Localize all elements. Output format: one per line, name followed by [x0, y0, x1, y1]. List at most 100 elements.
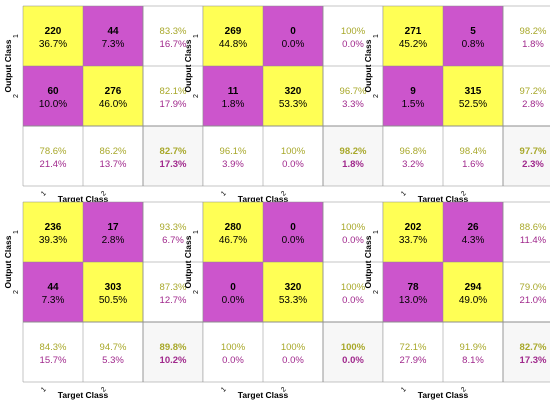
cell-count: 202: [405, 222, 422, 233]
error-cell: [83, 6, 143, 66]
y-tick-label: 2: [13, 94, 20, 98]
y-tick-label: 2: [373, 94, 380, 98]
overall-error: 1.8%: [342, 159, 364, 170]
cell-percent: 46.0%: [99, 99, 127, 110]
cell-count: 78: [407, 282, 419, 293]
cell-percent: 53.3%: [279, 99, 307, 110]
row-summary-cell: [503, 202, 550, 262]
cell-count: 9: [410, 86, 416, 97]
y-axis-title: Output Class: [3, 39, 13, 92]
overall-accuracy-cell: [143, 126, 203, 186]
confusion-matrix-panel: 236 39.3% 17 2.8% 44 7.3% 303 50.5% 93.3% 6.7% 87.…: [3, 201, 204, 400]
row-summary-correct: 93.3%: [160, 222, 187, 233]
cell-percent: 0.0%: [282, 39, 305, 50]
row-summary-error: 11.4%: [520, 235, 547, 246]
cell-count: 320: [285, 282, 302, 293]
row-summary-correct: 96.7%: [340, 86, 367, 97]
cell-count: 220: [45, 26, 62, 37]
x-tick-label: 1: [400, 386, 408, 394]
row-summary-error: 0.0%: [342, 235, 364, 246]
cell-percent: 13.0%: [399, 295, 427, 306]
cell-percent: 0.0%: [282, 235, 305, 246]
col-summary-correct: 91.9%: [460, 342, 487, 353]
cell-percent: 2.8%: [102, 235, 125, 246]
x-tick-label: 1: [220, 190, 228, 198]
overall-accuracy-cell: [143, 322, 203, 382]
col-summary-correct: 72.1%: [400, 342, 427, 353]
row-summary-correct: 83.3%: [160, 26, 187, 37]
row-summary-cell: [503, 6, 550, 66]
y-tick-label: 1: [373, 34, 380, 38]
row-summary-correct: 87.3%: [160, 282, 187, 293]
error-cell: [23, 66, 83, 126]
row-summary-correct: 97.2%: [520, 86, 547, 97]
y-axis-title: Output Class: [3, 235, 13, 288]
cell-percent: 44.8%: [219, 39, 247, 50]
y-axis-title: Output Class: [183, 39, 193, 92]
cell-count: 17: [107, 222, 119, 233]
col-summary-cell: [23, 322, 83, 382]
confusion-matrix-panel: 202 33.7% 26 4.3% 78 13.0% 294 49.0% 88.6% 11.4% 7…: [363, 201, 550, 400]
x-axis-title: Target Class: [418, 390, 469, 400]
col-summary-error: 1.6%: [462, 159, 484, 170]
col-summary-correct: 100%: [281, 146, 306, 157]
col-summary-correct: 86.2%: [100, 146, 127, 157]
confusion-matrix-panel: 271 45.2% 5 0.8% 9 1.5% 315 52.5% 98.2% 1.8% 97.2%…: [363, 5, 550, 221]
row-summary-error: 2.8%: [522, 99, 544, 110]
overall-accuracy-cell: [323, 126, 383, 186]
overall-accuracy: 97.7%: [520, 146, 547, 157]
x-tick-label: 1: [40, 386, 48, 394]
row-summary-error: 12.7%: [160, 295, 187, 306]
overall-error: 0.0%: [342, 355, 364, 366]
row-summary-cell: [143, 6, 203, 66]
cell-percent: 52.5%: [459, 99, 487, 110]
overall-accuracy: 89.8%: [160, 342, 187, 353]
col-summary-error: 0.0%: [222, 355, 244, 366]
cell-percent: 0.8%: [462, 39, 485, 50]
correct-cell: [443, 262, 503, 322]
cell-percent: 50.5%: [99, 295, 127, 306]
col-summary-cell: [263, 322, 323, 382]
row-summary-cell: [503, 66, 550, 126]
correct-cell: [383, 202, 443, 262]
cell-count: 5: [470, 26, 476, 37]
cell-count: 0: [290, 26, 296, 37]
row-summary-error: 0.0%: [342, 39, 364, 50]
row-summary-correct: 100%: [341, 26, 366, 37]
col-summary-error: 0.0%: [282, 355, 304, 366]
overall-accuracy-cell: [503, 322, 550, 382]
correct-cell: [203, 6, 263, 66]
correct-cell: [383, 6, 443, 66]
row-summary-error: 0.0%: [342, 295, 364, 306]
col-summary-correct: 98.4%: [460, 146, 487, 157]
cell-percent: 0.0%: [222, 295, 245, 306]
cell-count: 303: [105, 282, 122, 293]
row-summary-cell: [503, 262, 550, 322]
overall-accuracy: 82.7%: [160, 146, 187, 157]
cell-percent: 7.3%: [42, 295, 65, 306]
overall-accuracy: 100%: [341, 342, 366, 353]
col-summary-cell: [203, 322, 263, 382]
correct-cell: [443, 66, 503, 126]
x-tick-label: 2: [100, 190, 108, 198]
error-cell: [23, 262, 83, 322]
col-summary-correct: 96.8%: [400, 146, 427, 157]
col-summary-correct: 94.7%: [100, 342, 127, 353]
col-summary-error: 0.0%: [282, 159, 304, 170]
y-tick-label: 1: [193, 34, 200, 38]
col-summary-error: 13.7%: [100, 159, 127, 170]
row-summary-error: 1.8%: [522, 39, 544, 50]
row-summary-cell: [143, 66, 203, 126]
error-cell: [203, 66, 263, 126]
row-summary-error: 21.0%: [520, 295, 547, 306]
row-summary-cell: [323, 66, 383, 126]
col-summary-cell: [383, 126, 443, 186]
overall-error: 10.2%: [160, 355, 187, 366]
row-summary-cell: [323, 202, 383, 262]
overall-error: 17.3%: [520, 355, 547, 366]
correct-cell: [83, 262, 143, 322]
overall-error: 17.3%: [160, 159, 187, 170]
cell-percent: 33.7%: [399, 235, 427, 246]
cell-count: 0: [290, 222, 296, 233]
y-axis-title: Output Class: [363, 39, 373, 92]
